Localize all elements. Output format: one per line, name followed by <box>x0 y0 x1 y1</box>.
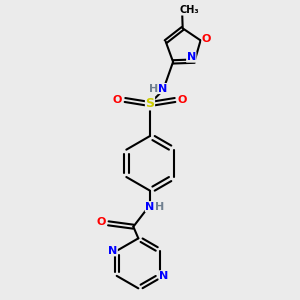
Text: N: N <box>146 202 154 212</box>
Text: N: N <box>187 52 196 62</box>
Text: O: O <box>202 34 211 44</box>
Text: N: N <box>158 83 168 94</box>
Text: H: H <box>155 202 164 212</box>
Text: S: S <box>146 97 154 110</box>
Text: O: O <box>113 95 122 105</box>
Text: O: O <box>96 217 106 227</box>
Text: H: H <box>149 83 158 94</box>
Text: CH₃: CH₃ <box>180 5 199 15</box>
Text: N: N <box>108 246 117 256</box>
Text: O: O <box>178 95 187 105</box>
Text: N: N <box>159 271 169 281</box>
